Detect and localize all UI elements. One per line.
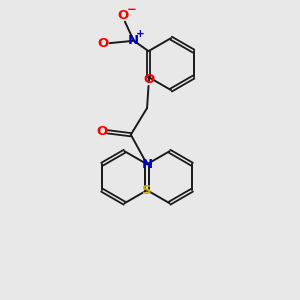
Text: O: O [118, 9, 129, 22]
Text: S: S [142, 184, 152, 197]
Text: +: + [136, 29, 145, 39]
Text: O: O [143, 73, 154, 86]
Text: N: N [128, 34, 139, 47]
Text: O: O [96, 125, 107, 138]
Text: −: − [127, 3, 136, 16]
Text: N: N [142, 158, 153, 171]
Text: O: O [98, 37, 109, 50]
